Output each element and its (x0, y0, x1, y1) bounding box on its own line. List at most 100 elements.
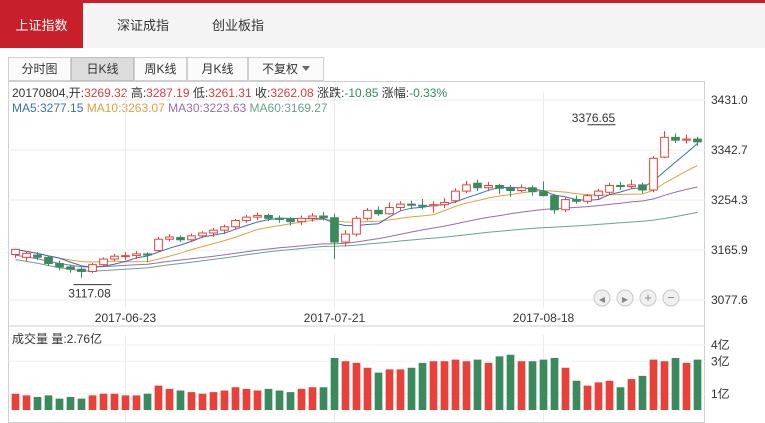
volume-bar (264, 388, 273, 410)
volume-bar (649, 359, 658, 410)
candle-body (187, 235, 196, 241)
candles (11, 131, 702, 278)
volume-bar (671, 358, 680, 410)
volume-bar (473, 359, 482, 410)
ma-legend: MA5:3277.15 MA10:3263.07 MA30:3223.63 MA… (12, 101, 328, 115)
change-label: 涨跌: (317, 86, 345, 100)
candle-body (99, 258, 108, 266)
volume-readout: 成交量 量:2.76亿 (12, 332, 103, 346)
tab-chinext-index[interactable]: 创业板指 (211, 18, 264, 33)
volume-bar (682, 362, 691, 410)
volume-bar (319, 387, 328, 410)
tab-weekly-k[interactable]: 周K线 (134, 57, 187, 81)
volume-bar (550, 358, 559, 410)
candle-body (319, 215, 328, 219)
tab-intraday[interactable]: 分时图 (8, 57, 71, 81)
volume-bar (638, 375, 647, 410)
candle-body (44, 256, 53, 265)
volume-bar (154, 385, 163, 410)
volume-bar (418, 362, 427, 410)
volume-bar (341, 361, 350, 410)
volume-bar (220, 390, 229, 410)
ma60-line (15, 211, 698, 272)
y-tick-label: 3254.3 (711, 193, 748, 207)
candle-body (616, 184, 625, 188)
y-tick-label: 3342.7 (711, 143, 748, 157)
zoom-in-icon[interactable] (639, 289, 657, 307)
low-label: 低: (192, 86, 209, 100)
index-tabs: 上证指数 深证成指 创业板指 (0, 0, 765, 48)
volume-bar (132, 395, 141, 410)
volume-bar (605, 380, 614, 410)
volume-tick-label: 4亿 (711, 337, 730, 352)
candle-body (11, 248, 20, 255)
volume-tick-label: 3亿 (711, 353, 730, 368)
candle-body (341, 233, 350, 243)
volume-bar (396, 369, 405, 410)
candle-body (605, 184, 614, 193)
tab-shanghai-index[interactable]: 上证指数 (0, 3, 83, 48)
candle-body (418, 204, 427, 207)
volume-bar (407, 367, 416, 410)
candle-body (286, 218, 295, 223)
zoom-out-icon[interactable] (662, 289, 680, 307)
volume-bar (88, 395, 97, 410)
tab-shenzhen-index[interactable]: 深证成指 (116, 18, 169, 33)
candle-body (121, 255, 130, 258)
candle-body (264, 214, 273, 219)
volume-bar (22, 395, 31, 410)
volume-bar (110, 393, 119, 410)
candle-body (253, 214, 262, 218)
ohlc-readout: 20170804,开:3269.32 高:3287.19 低:3261.31 收… (12, 84, 447, 101)
volume-bar (275, 390, 284, 410)
candle-body (198, 232, 207, 237)
volume-bar (627, 379, 636, 410)
volume-bar (143, 393, 152, 410)
candle-body (66, 266, 75, 270)
candle-body (220, 226, 229, 231)
ohlc-date: 20170804, (12, 86, 69, 100)
pct-value: -0.33% (409, 86, 448, 100)
candle-body (671, 136, 680, 141)
candle-body (242, 216, 251, 222)
volume-bar (253, 390, 262, 410)
volume-bar (308, 387, 317, 410)
candle-body (396, 203, 405, 209)
high-label: 高: (130, 86, 147, 100)
candle-body (363, 209, 372, 219)
volume-bar (462, 361, 471, 410)
volume-bar (528, 361, 537, 410)
tab-monthly-k[interactable]: 月K线 (187, 57, 248, 81)
axis-labels: 3431.0 3342.7 3254.3 3165.9 3077.6 2017-06-23… (68, 93, 748, 401)
candle-body (528, 187, 537, 193)
candle-body (33, 254, 42, 258)
volume-bar (616, 387, 625, 410)
volume-bar (660, 361, 669, 410)
candle-body (550, 195, 559, 211)
ma5-legend: MA5:3277.15 (12, 101, 84, 115)
candle-body (308, 215, 317, 219)
adjust-dropdown[interactable]: 不复权 (248, 57, 324, 81)
candle-body (561, 199, 570, 211)
min-annotation-label: 3117.08 (68, 287, 111, 301)
x-tick-label: 2017-06-23 (95, 311, 157, 325)
scroll-left-icon[interactable] (593, 289, 611, 307)
volume-bar (451, 359, 460, 410)
adjust-dropdown-label: 不复权 (261, 62, 298, 76)
candle-body (517, 187, 526, 192)
volume-bar (572, 380, 581, 410)
tab-daily-k[interactable]: 日K线 (71, 57, 134, 81)
volume-bar (242, 388, 251, 410)
volume-bar (374, 372, 383, 410)
candle-body (583, 195, 592, 202)
candle-body (429, 204, 438, 207)
candle-body (110, 255, 119, 260)
volume-bar (693, 359, 702, 410)
volume-bar (506, 354, 515, 410)
scroll-left-icon-glyph: ◀ (599, 295, 606, 304)
candle-body (627, 184, 636, 188)
volume-bar (33, 397, 42, 410)
max-annotation-label: 3376.65 (572, 111, 616, 125)
scroll-right-icon[interactable] (616, 289, 634, 307)
